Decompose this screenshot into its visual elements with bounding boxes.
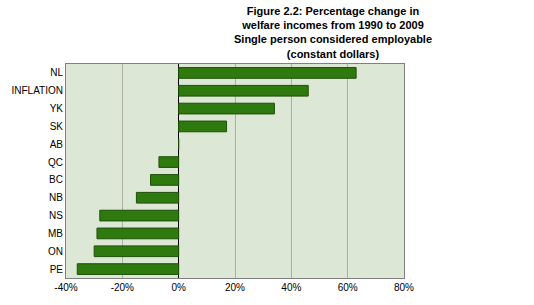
svg-text:YK: YK: [50, 103, 64, 114]
svg-text:80%: 80%: [394, 282, 414, 293]
svg-text:-40%: -40%: [54, 282, 77, 293]
svg-text:PE: PE: [50, 264, 64, 275]
svg-text:NB: NB: [49, 192, 63, 203]
svg-text:SK: SK: [50, 121, 64, 132]
svg-text:60%: 60%: [338, 282, 358, 293]
svg-text:40%: 40%: [281, 282, 301, 293]
svg-text:AB: AB: [50, 139, 64, 150]
svg-text:NL: NL: [50, 67, 63, 78]
svg-text:20%: 20%: [225, 282, 245, 293]
svg-text:MB: MB: [48, 228, 63, 239]
svg-text:QC: QC: [48, 157, 63, 168]
svg-text:NS: NS: [49, 210, 63, 221]
svg-text:-20%: -20%: [111, 282, 134, 293]
svg-text:Figure 2.2: Percentage change: Figure 2.2: Percentage change inwelfare …: [234, 5, 432, 60]
svg-text:BC: BC: [49, 174, 63, 185]
svg-text:ON: ON: [48, 246, 63, 257]
svg-text:0%: 0%: [171, 282, 186, 293]
svg-text:INFLATION: INFLATION: [12, 85, 63, 96]
